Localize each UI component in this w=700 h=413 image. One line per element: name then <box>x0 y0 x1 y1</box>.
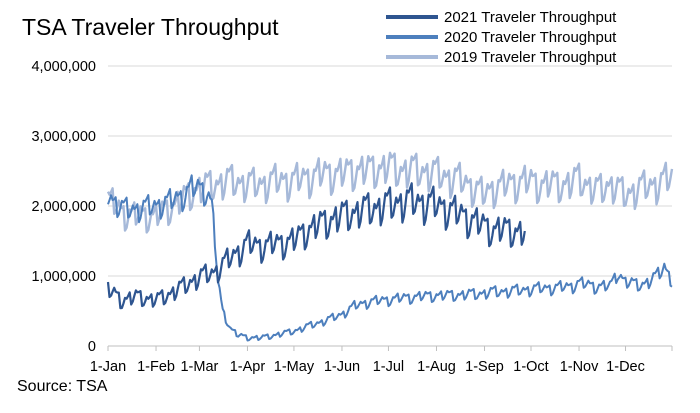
legend-swatch-2020 <box>386 35 438 39</box>
legend-item-2020: 2020 Traveler Throughput <box>386 27 616 47</box>
legend-label-2021: 2021 Traveler Throughput <box>444 8 617 26</box>
x-tick-label: 1-Oct <box>513 359 548 375</box>
y-tick-label: 3,000,000 <box>31 129 96 145</box>
series-line-2019 <box>106 151 674 234</box>
legend-item-2019: 2019 Traveler Throughput <box>386 47 616 67</box>
series-line-2020 <box>107 174 673 342</box>
chart-title: TSA Traveler Throughput <box>22 14 279 40</box>
x-tick-label: 1-Jun <box>324 359 360 375</box>
legend-swatch-2021 <box>386 15 438 19</box>
series-lines <box>106 151 674 342</box>
x-tick-label: 1-Dec <box>606 359 645 375</box>
x-tick-label: 1-Jan <box>90 359 126 375</box>
x-tick-label: 1-Jul <box>373 359 404 375</box>
legend: 2021 Traveler Throughput 2020 Traveler T… <box>386 7 616 67</box>
legend-label-2020: 2020 Traveler Throughput <box>444 28 617 46</box>
source-note: Source: TSA <box>17 378 108 395</box>
series-line-2021 <box>106 182 526 310</box>
legend-swatch-2019 <box>386 55 438 59</box>
y-tick-label: 4,000,000 <box>31 59 96 75</box>
x-tick-label: 1-Apr <box>230 359 266 375</box>
x-tick-label: 1-Nov <box>560 359 599 375</box>
x-tick-label: 1-Sep <box>465 359 504 375</box>
y-tick-label: 1,000,000 <box>31 269 96 285</box>
x-tick-label: 1-May <box>274 359 315 375</box>
y-tick-label: 0 <box>88 339 96 355</box>
x-tick-label: 1-Aug <box>417 359 456 375</box>
gridlines <box>108 65 672 277</box>
x-tick-label: 1-Feb <box>137 359 175 375</box>
legend-label-2019: 2019 Traveler Throughput <box>444 48 617 66</box>
y-tick-label: 2,000,000 <box>31 199 96 215</box>
legend-item-2021: 2021 Traveler Throughput <box>386 7 616 27</box>
x-tick-label: 1-Mar <box>180 359 218 375</box>
axes: 0 1,000,000 2,000,000 3,000,000 4,000,000 1-J… <box>31 59 673 375</box>
